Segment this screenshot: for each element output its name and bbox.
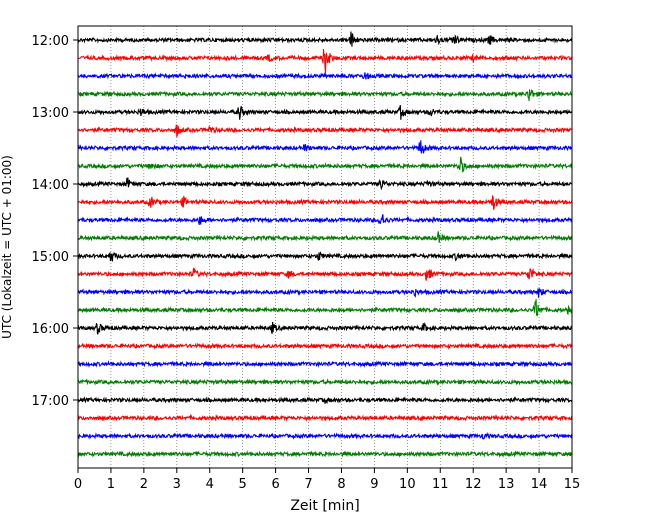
seismic-trace	[77, 250, 573, 262]
x-tick-label: 4	[206, 477, 214, 492]
x-tick-label: 14	[531, 477, 548, 492]
trace-lines	[77, 31, 573, 458]
x-tick-label: 11	[432, 477, 449, 492]
x-tick-label: 9	[370, 477, 378, 492]
x-tick-label: 3	[173, 477, 181, 492]
x-axis-label: Zeit [min]	[290, 498, 359, 514]
plot-frame	[77, 25, 573, 469]
seismic-trace	[77, 124, 573, 138]
seismic-trace	[77, 288, 573, 298]
seismic-trace	[77, 267, 573, 281]
y-tick-label: 15:00	[32, 250, 69, 265]
y-axis-label: UTC (Lokalzeit = UTC + 01:00)	[0, 155, 14, 339]
seismic-trace	[77, 342, 573, 350]
y-tick-label: 16:00	[32, 322, 69, 337]
x-tick-label: 1	[107, 477, 115, 492]
y-tick-label: 14:00	[32, 178, 69, 193]
seismic-trace	[77, 299, 573, 317]
seismic-trace	[77, 431, 573, 440]
x-tick-label: 13	[498, 477, 515, 492]
y-axis: 12:00 13:00 14:00 15:00 16:00 17:00	[32, 34, 78, 409]
x-tick-label: 12	[465, 477, 482, 492]
seismic-trace	[77, 450, 573, 458]
y-tick-label: 17:00	[32, 394, 69, 409]
seismic-trace	[77, 321, 573, 335]
seismic-trace	[77, 177, 573, 191]
seismic-trace	[77, 140, 573, 154]
x-axis: 0 1 2 3 4 5 6 7 8 9 10 11 12 13 14 15	[74, 468, 580, 492]
x-tick-label: 0	[74, 477, 82, 492]
seismic-trace	[77, 105, 573, 120]
seismic-trace	[77, 231, 573, 243]
seismic-trace	[77, 31, 573, 47]
seismic-trace	[77, 413, 573, 422]
seismic-trace	[77, 396, 573, 405]
x-tick-label: 7	[304, 477, 312, 492]
seismic-trace	[77, 214, 573, 225]
y-tick-label: 13:00	[32, 106, 69, 121]
seismic-trace	[77, 88, 573, 101]
x-tick-label: 15	[564, 477, 581, 492]
x-tick-label: 8	[337, 477, 345, 492]
seismic-trace	[77, 156, 573, 173]
seismic-trace	[77, 378, 573, 386]
x-tick-label: 2	[140, 477, 148, 492]
x-tick-label: 6	[271, 477, 279, 492]
seismic-trace	[77, 72, 573, 80]
seismic-trace	[77, 195, 573, 210]
y-tick-label: 12:00	[32, 34, 69, 49]
seismic-trace	[77, 48, 573, 74]
x-tick-label: 10	[399, 477, 416, 492]
seismic-trace	[77, 360, 573, 368]
x-tick-label: 5	[239, 477, 247, 492]
